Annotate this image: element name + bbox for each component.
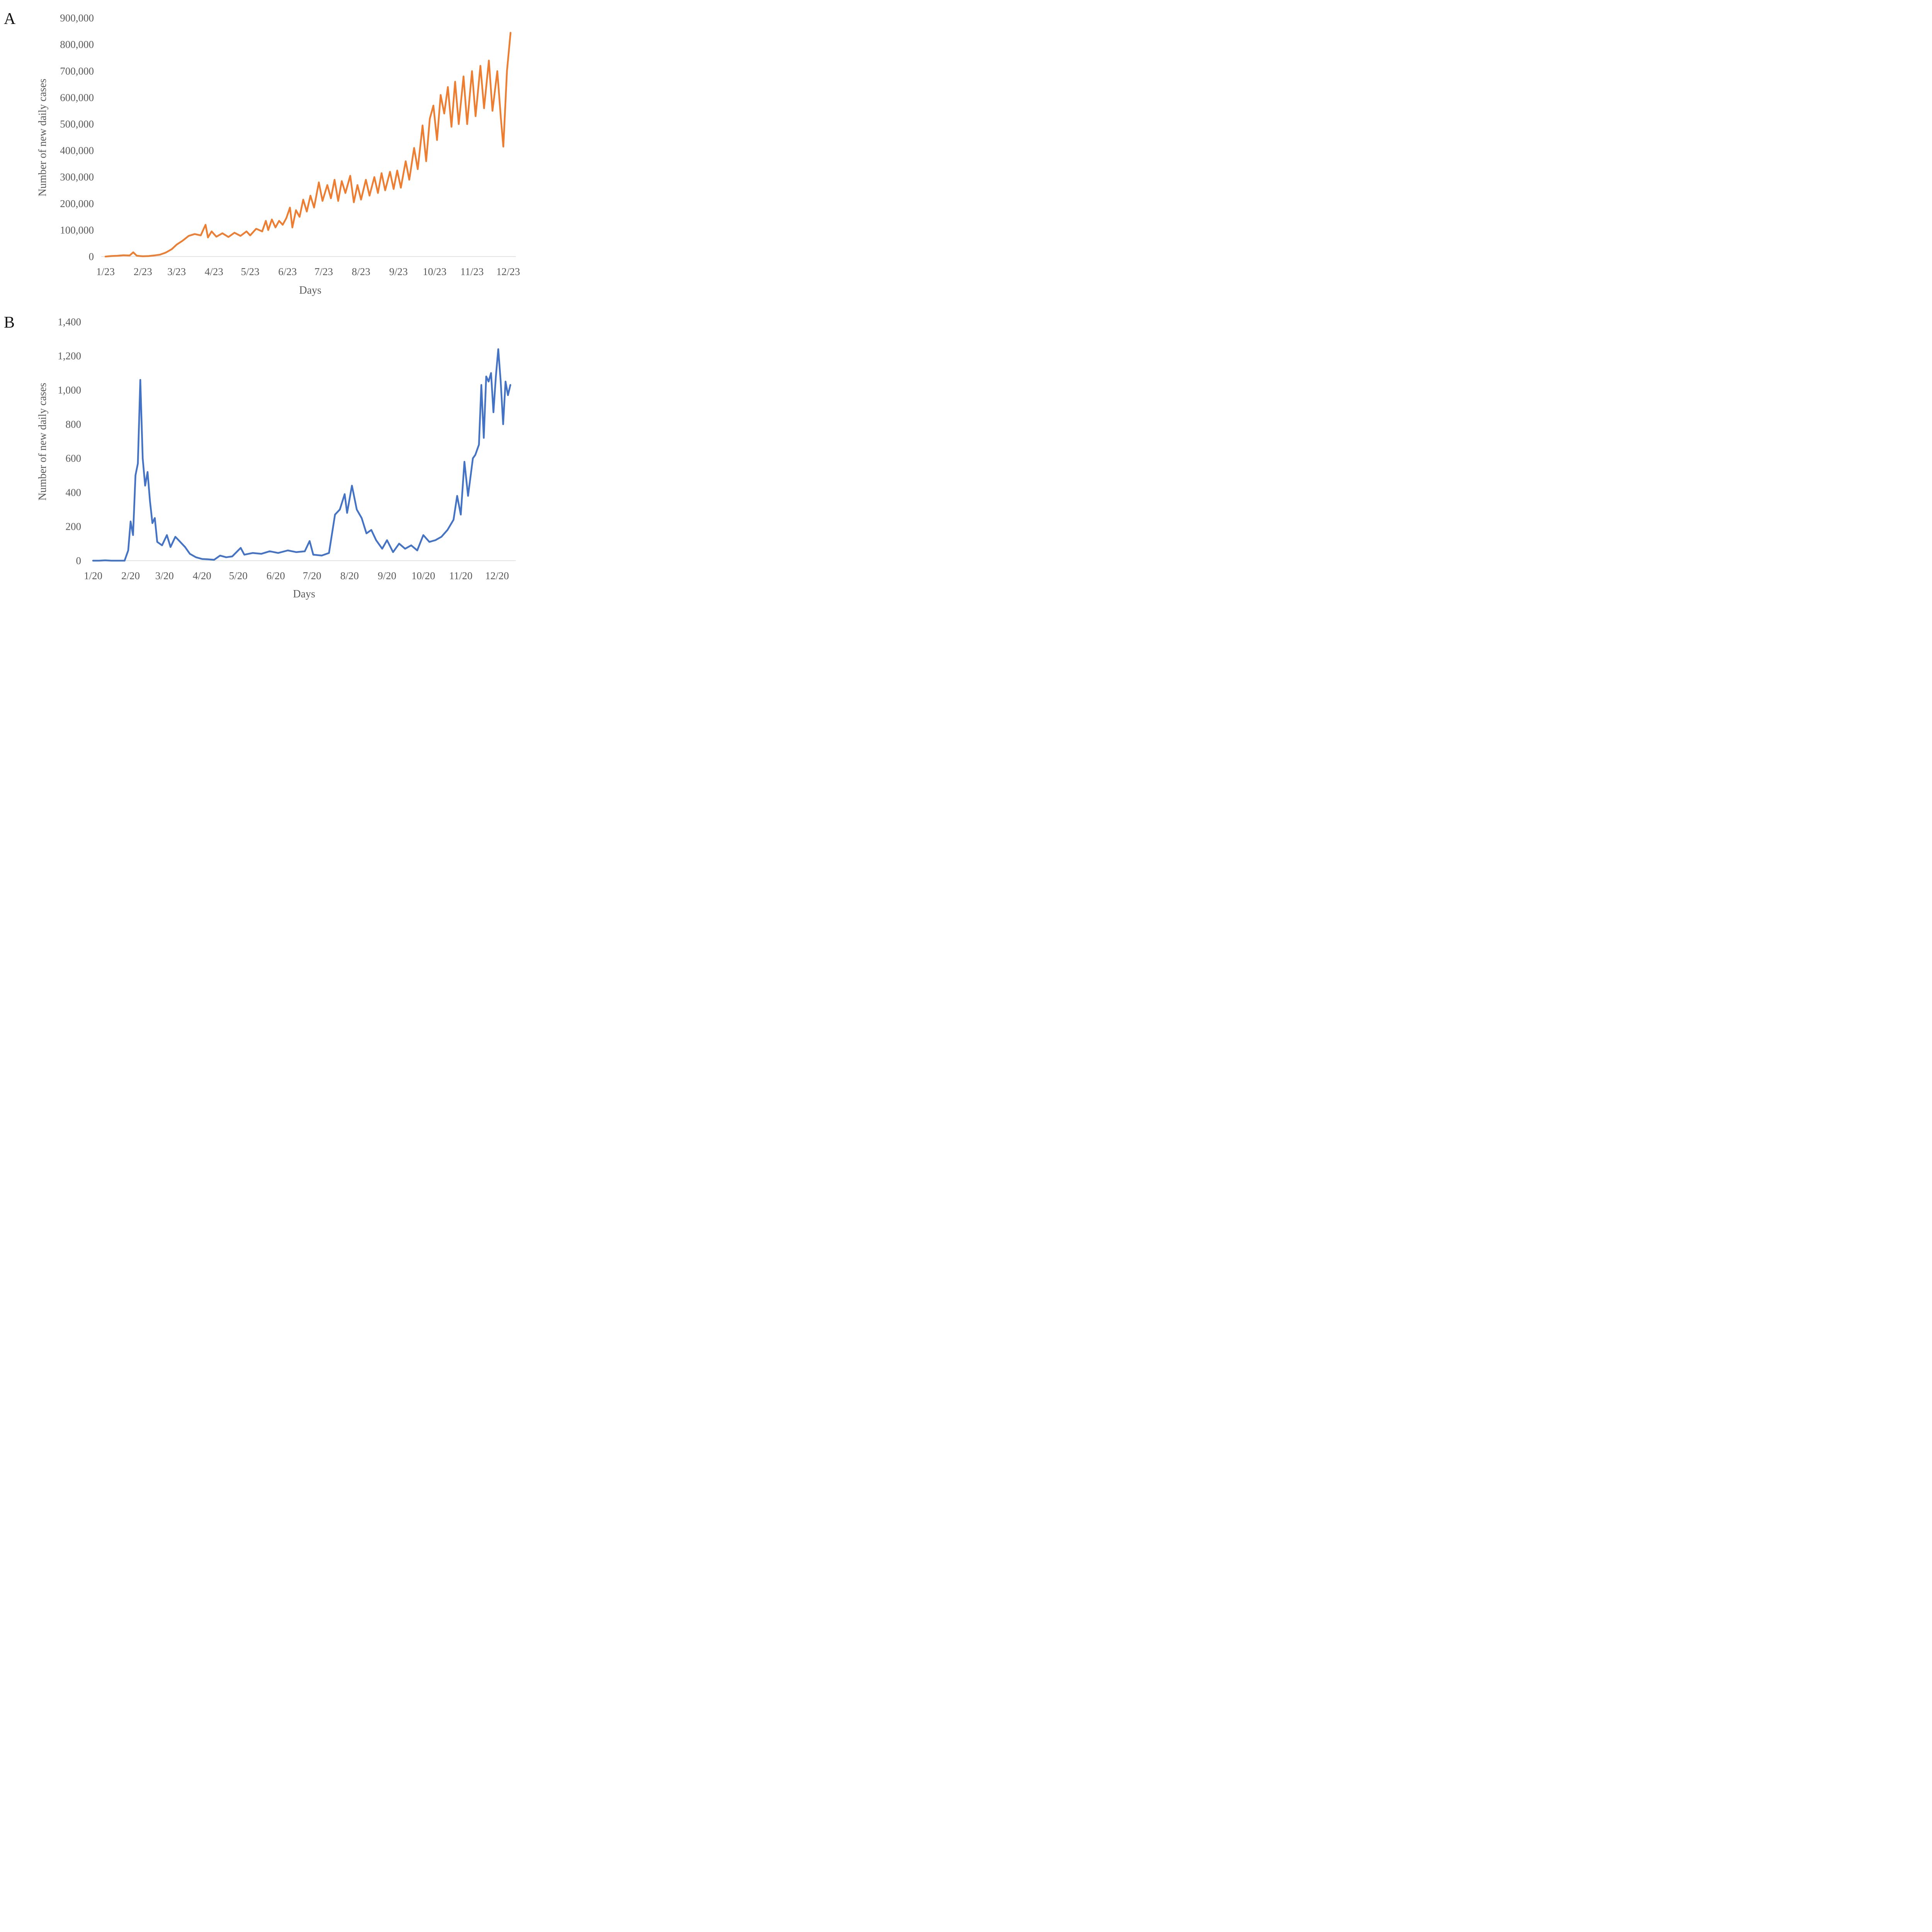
panel-a-x-ticks: 1/23 2/23 3/23 4/23 5/23 6/23 7/23 8/23 9/23 10/2… xyxy=(96,266,520,277)
y-tick-label: 500,000 xyxy=(60,118,94,130)
panel-b-letter: B xyxy=(4,314,15,332)
x-tick-label: 7/20 xyxy=(303,570,321,582)
y-tick-label: 0 xyxy=(89,251,94,262)
x-tick-label: 9/20 xyxy=(378,570,396,582)
x-tick-label: 7/23 xyxy=(315,266,333,277)
x-tick-label: 4/23 xyxy=(205,266,223,277)
x-tick-label: 3/23 xyxy=(167,266,186,277)
x-tick-label: 12/20 xyxy=(485,570,509,582)
panel-a-x-axis-title: Days xyxy=(299,284,321,296)
y-tick-label: 800 xyxy=(66,418,82,430)
x-tick-label: 1/23 xyxy=(96,266,115,277)
y-tick-label: 0 xyxy=(76,555,82,566)
y-tick-label: 300,000 xyxy=(60,171,94,183)
panel-b-series xyxy=(92,348,512,562)
panel-a-series xyxy=(104,32,512,258)
x-tick-label: 8/20 xyxy=(340,570,359,582)
panel-b-y-axis-title: Number of new daily cases xyxy=(37,383,49,501)
x-tick-label: 2/23 xyxy=(134,266,152,277)
x-tick-label: 11/20 xyxy=(449,570,473,582)
x-tick-label: 10/23 xyxy=(423,266,447,277)
y-tick-label: 600 xyxy=(66,452,82,464)
panel-a: A Number of new daily cases Days 0 100,00… xyxy=(4,10,520,296)
x-tick-label: 11/23 xyxy=(460,266,484,277)
x-tick-label: 10/20 xyxy=(412,570,435,582)
y-tick-label: 200 xyxy=(66,521,82,532)
x-tick-label: 8/23 xyxy=(352,266,370,277)
y-tick-label: 1,200 xyxy=(58,350,81,362)
y-tick-label: 400 xyxy=(66,486,82,498)
panel-a-letter: A xyxy=(4,10,16,28)
x-tick-label: 3/20 xyxy=(155,570,174,582)
x-tick-label: 9/23 xyxy=(389,266,408,277)
figure: A Number of new daily cases Days 0 100,00… xyxy=(4,10,520,600)
panel-b: B Number of new daily cases Days 0 200 400… xyxy=(4,314,516,600)
y-tick-label: 900,000 xyxy=(60,12,94,24)
panel-b-x-axis-title: Days xyxy=(293,588,315,600)
x-tick-label: 5/20 xyxy=(229,570,248,582)
x-tick-label: 5/23 xyxy=(241,266,259,277)
panel-b-y-ticks: 0 200 400 600 800 1,000 1,200 1,400 xyxy=(58,316,81,566)
y-tick-label: 600,000 xyxy=(60,92,94,103)
y-tick-label: 1,000 xyxy=(58,384,81,396)
x-tick-label: 1/20 xyxy=(84,570,102,582)
y-tick-label: 800,000 xyxy=(60,39,94,50)
panel-a-y-axis-title: Number of new daily cases xyxy=(37,79,49,197)
panel-b-x-ticks: 1/20 2/20 3/20 4/20 5/20 6/20 7/20 8/20 9/20 10/2… xyxy=(84,570,509,582)
x-tick-label: 4/20 xyxy=(193,570,211,582)
y-tick-label: 1,400 xyxy=(58,316,81,328)
series-line xyxy=(92,348,512,562)
series-line xyxy=(104,32,512,258)
y-tick-label: 400,000 xyxy=(60,145,94,156)
x-tick-label: 6/20 xyxy=(267,570,285,582)
y-tick-label: 700,000 xyxy=(60,65,94,77)
panel-a-y-ticks: 0 100,000 200,000 300,000 400,000 500,000 600,… xyxy=(60,12,94,262)
x-tick-label: 6/23 xyxy=(278,266,297,277)
x-tick-label: 12/23 xyxy=(496,266,520,277)
y-tick-label: 200,000 xyxy=(60,198,94,209)
x-tick-label: 2/20 xyxy=(121,570,140,582)
y-tick-label: 100,000 xyxy=(60,224,94,236)
